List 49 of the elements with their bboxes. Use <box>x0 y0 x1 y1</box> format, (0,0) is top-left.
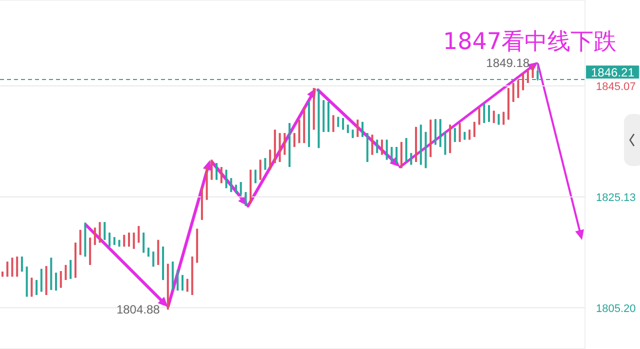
candlestick <box>64 264 67 280</box>
candlestick <box>293 132 296 148</box>
candlestick <box>390 146 393 162</box>
candlestick <box>517 80 520 98</box>
candlestick <box>70 259 72 280</box>
text: 1847看中线下跌 <box>443 28 617 57</box>
candlestick <box>108 232 111 248</box>
candlestick <box>6 261 8 278</box>
candlestick <box>16 256 18 278</box>
candlestick <box>532 64 534 78</box>
candlestick <box>210 159 213 180</box>
candlestick <box>376 139 378 154</box>
candlestick <box>152 251 154 268</box>
candlestick <box>132 232 135 250</box>
candlestick <box>284 132 286 156</box>
candlestick <box>60 270 62 288</box>
candlestick <box>216 162 218 180</box>
candlestick <box>230 178 232 193</box>
candlestick <box>11 257 14 278</box>
candlestick <box>396 146 398 164</box>
candlestick <box>259 159 262 180</box>
candlestick <box>269 149 272 170</box>
y-tick-label: 1825.13 <box>596 192 636 204</box>
candlestick <box>512 82 514 102</box>
candlestick <box>244 192 247 206</box>
candlestick <box>410 152 412 166</box>
candlestick <box>356 119 359 138</box>
candlestick <box>298 119 300 144</box>
y-tick-label: 1805.20 <box>596 302 636 315</box>
candlestick <box>332 114 334 132</box>
candlestick <box>240 182 242 196</box>
candlestick <box>20 256 23 272</box>
y-tick-label: 1845.07 <box>596 80 636 93</box>
candlestick <box>264 158 266 170</box>
candlestick <box>526 70 529 84</box>
annotation: 1849.18 <box>486 56 530 70</box>
candlestick <box>380 139 383 156</box>
candlestick <box>371 134 374 156</box>
ref-line-label: 1846.21 <box>591 66 635 80</box>
candlestick <box>405 138 408 162</box>
candlestick <box>104 222 106 240</box>
candlestick <box>94 227 96 246</box>
candlestick <box>98 222 101 244</box>
candlestick <box>473 121 476 138</box>
candlestick <box>142 232 145 254</box>
candlestick <box>458 122 461 142</box>
candlestick <box>454 128 456 142</box>
annotation: 1804.88 <box>116 302 160 317</box>
candlestick <box>386 139 388 160</box>
